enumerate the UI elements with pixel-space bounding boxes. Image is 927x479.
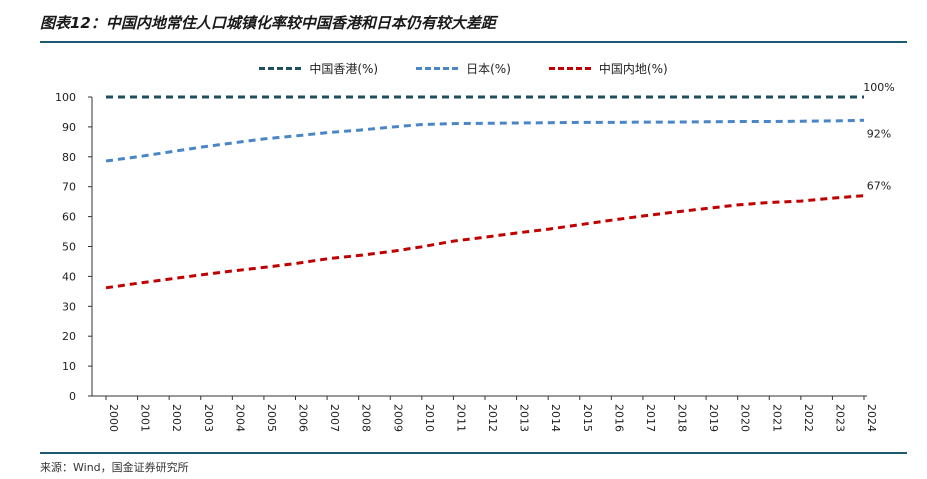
legend-label-mainland: 中国内地(%) — [598, 62, 668, 76]
x-tick-label: 2003 — [202, 404, 215, 432]
x-tick-label: 2018 — [676, 404, 689, 432]
y-tick-label: 70 — [62, 181, 76, 194]
y-tick-label: 40 — [62, 270, 76, 283]
x-tick-label: 2008 — [360, 404, 373, 432]
y-tick-label: 80 — [62, 151, 76, 164]
x-tick-label: 2009 — [391, 404, 404, 432]
x-tick-label: 2023 — [833, 404, 846, 432]
x-tick-label: 2017 — [644, 404, 657, 432]
series-end-label: 67% — [867, 180, 891, 193]
x-tick-label: 2022 — [802, 404, 815, 432]
legend-label-hongkong: 中国香港(%) — [309, 62, 379, 76]
y-tick-label: 50 — [62, 241, 76, 254]
x-tick-label: 2004 — [233, 404, 246, 432]
legend-item-mainland: 中国内地(%) — [548, 60, 668, 77]
x-tick-label: 2015 — [581, 404, 594, 432]
x-tick-label: 2024 — [865, 404, 878, 432]
x-tick-label: 2019 — [707, 404, 720, 432]
series-end-label: 100% — [863, 81, 894, 94]
legend-swatch-mainland — [548, 67, 591, 70]
x-tick-label: 2007 — [328, 404, 341, 432]
source-note: 来源：Wind，国金证券研究所 — [40, 461, 189, 474]
x-tick-label: 2021 — [770, 404, 783, 432]
x-tick-label: 2010 — [423, 404, 436, 432]
series-end-label: 92% — [867, 127, 891, 140]
y-tick-label: 30 — [62, 300, 76, 313]
series-line — [105, 194, 865, 290]
x-tick-label: 2012 — [486, 404, 499, 432]
legend-swatch-japan — [416, 67, 459, 70]
x-tick-label: 2011 — [454, 404, 467, 432]
legend-item-japan: 日本(%) — [416, 60, 511, 77]
bottom-divider — [40, 452, 907, 454]
x-tick-label: 2020 — [739, 404, 752, 432]
y-tick-label: 0 — [69, 390, 76, 403]
x-tick-label: 2001 — [139, 404, 152, 432]
legend-swatch-hongkong — [259, 67, 302, 70]
y-tick-label: 100 — [55, 91, 76, 104]
x-tick-label: 2002 — [170, 404, 183, 432]
y-tick-label: 90 — [62, 121, 76, 134]
x-tick-label: 2014 — [549, 404, 562, 432]
y-tick-label: 60 — [62, 211, 76, 224]
y-tick-label: 20 — [62, 330, 76, 343]
legend: 中国香港(%) 日本(%) 中国内地(%) — [0, 60, 927, 77]
x-tick-label: 2000 — [107, 404, 120, 432]
series-line — [105, 118, 865, 163]
x-tick-label: 2006 — [297, 404, 310, 432]
legend-item-hongkong: 中国香港(%) — [259, 60, 378, 77]
x-tick-label: 2016 — [612, 404, 625, 432]
x-tick-label: 2005 — [265, 404, 278, 432]
top-divider — [40, 41, 907, 43]
x-tick-label: 2013 — [518, 404, 531, 432]
y-tick-label: 10 — [62, 360, 76, 373]
legend-label-japan: 日本(%) — [466, 62, 511, 76]
chart-title: 图表12：中国内地常住人口城镇化率较中国香港和日本仍有较大差距 — [40, 14, 496, 32]
